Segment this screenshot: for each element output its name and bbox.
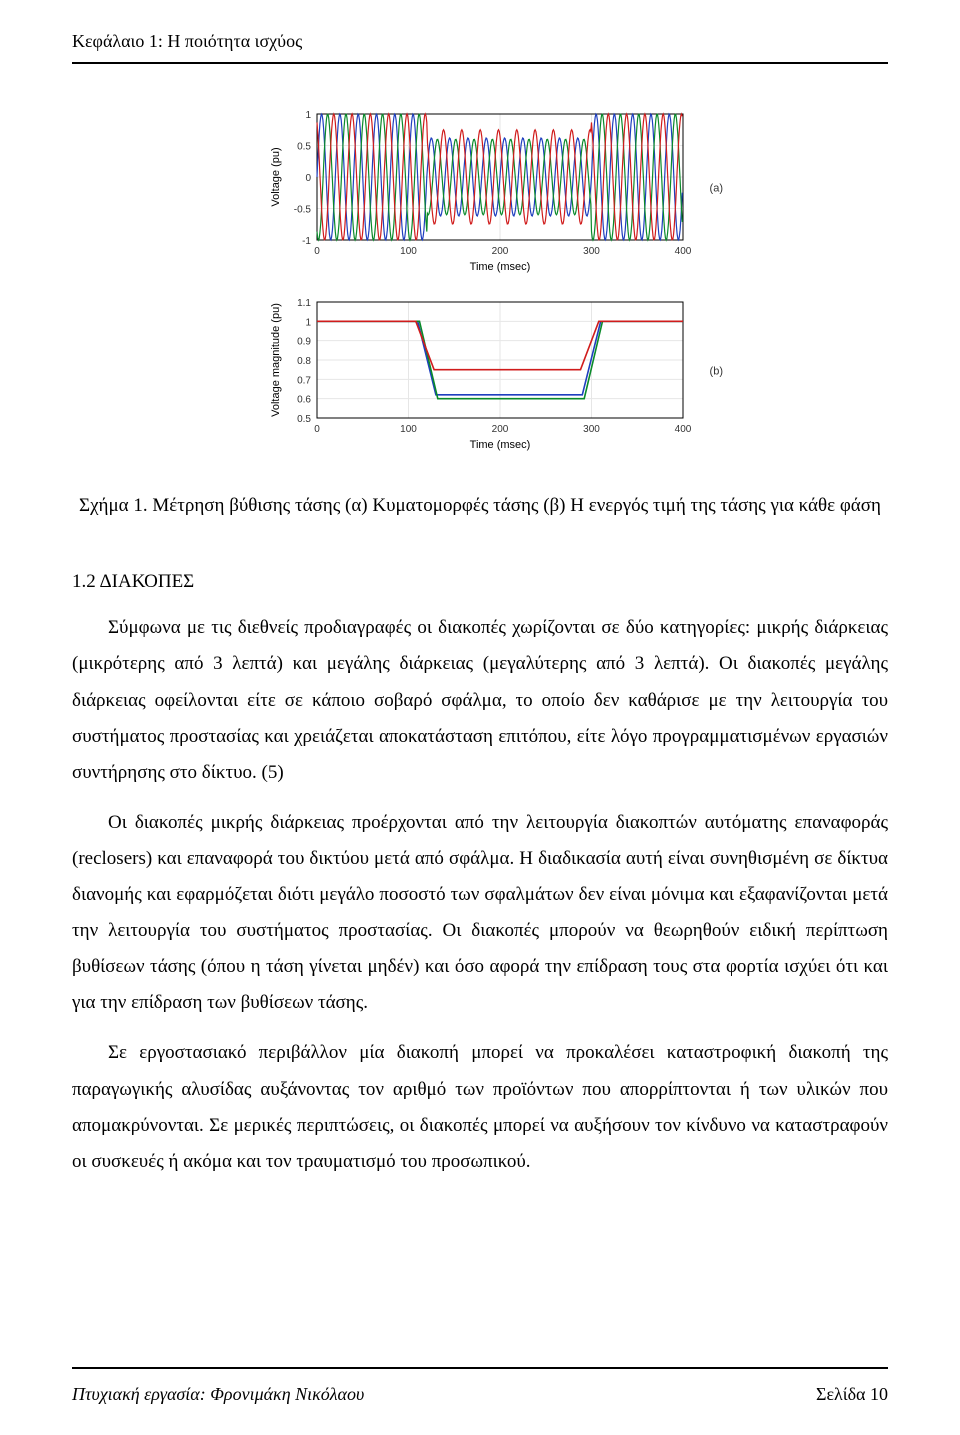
- svg-text:200: 200: [492, 424, 509, 435]
- svg-text:Time (msec): Time (msec): [470, 439, 531, 451]
- svg-text:0.8: 0.8: [297, 356, 311, 367]
- paragraph-1: Σύμφωνα με τις διεθνείς προδιαγραφές οι …: [72, 610, 888, 790]
- section-heading: 1.2 ΔΙΑΚΟΠΕΣ: [72, 564, 888, 600]
- svg-text:-1: -1: [302, 236, 311, 247]
- page: Κεφάλαιο 1: Η ποιότητα ισχύος 0100200300…: [0, 0, 960, 1435]
- svg-text:0: 0: [314, 246, 320, 257]
- figure-block: 0100200300400-1-0.500.51Time (msec)Volta…: [72, 104, 888, 452]
- paragraph-2: Οι διακοπές μικρής διάρκειας προέρχονται…: [72, 805, 888, 1022]
- svg-text:100: 100: [400, 424, 417, 435]
- svg-text:300: 300: [583, 246, 600, 257]
- svg-text:Time (msec): Time (msec): [470, 261, 531, 273]
- svg-text:1: 1: [305, 318, 311, 329]
- chart-a-voltage-waveforms: 0 100 200 300 400 -1 -0.5 0 0.5 1 Time (msec) Volta…: [265, 104, 695, 274]
- svg-text:0: 0: [305, 173, 311, 184]
- svg-text:200: 200: [492, 246, 509, 257]
- svg-text:Voltage (pu): Voltage (pu): [270, 148, 282, 207]
- paragraph-3: Σε εργοστασιακό περιβάλλον μία διακοπή μ…: [72, 1035, 888, 1179]
- svg-text:1.1: 1.1: [297, 298, 311, 309]
- svg-text:0.5: 0.5: [297, 142, 311, 153]
- running-header: Κεφάλαιο 1: Η ποιότητα ισχύος: [72, 24, 888, 64]
- svg-text:400: 400: [675, 424, 692, 435]
- svg-text:0: 0: [314, 424, 320, 435]
- svg-text:100: 100: [400, 246, 417, 257]
- chart-b-rms-magnitude: 0 100 200 300 400 0.5 0.6 0.7 0.8 0.9 1 1.1 Time (ms…: [265, 292, 695, 452]
- chart-b-side-label: (b): [710, 362, 723, 383]
- chart-a-side-label: (a): [710, 179, 723, 200]
- footer-left: Πτυχιακή εργασία: Φρονιμάκη Νικόλαου: [72, 1377, 364, 1411]
- svg-text:0.6: 0.6: [297, 395, 311, 406]
- svg-text:0.7: 0.7: [297, 376, 311, 387]
- footer-right: Σελίδα 10: [816, 1377, 888, 1411]
- svg-text:400: 400: [675, 246, 692, 257]
- figure-caption: Σχήμα 1. Μέτρηση βύθισης τάσης (α) Κυματ…: [72, 488, 888, 524]
- svg-text:0.5: 0.5: [297, 414, 311, 425]
- svg-text:1: 1: [305, 110, 311, 121]
- page-footer: Πτυχιακή εργασία: Φρονιμάκη Νικόλαου Σελ…: [72, 1367, 888, 1411]
- svg-text:300: 300: [583, 424, 600, 435]
- svg-text:0.9: 0.9: [297, 337, 311, 348]
- svg-text:Voltage magnitude (pu): Voltage magnitude (pu): [270, 303, 282, 417]
- svg-text:-0.5: -0.5: [294, 205, 312, 216]
